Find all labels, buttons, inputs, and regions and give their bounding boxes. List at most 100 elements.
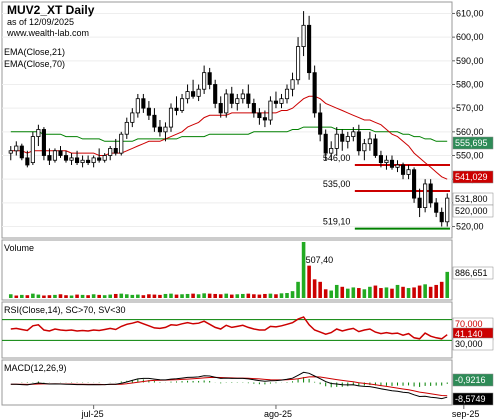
volume-bar	[252, 294, 256, 298]
volume-bar	[36, 294, 41, 298]
candle-body	[329, 148, 334, 154]
volume-bars: 507,40	[8, 242, 450, 298]
volume-bar	[20, 294, 24, 298]
candle-body	[367, 138, 372, 145]
volume-bar	[86, 295, 90, 298]
candle-body	[185, 91, 190, 100]
volume-bar	[14, 295, 19, 298]
candle-body	[108, 148, 113, 156]
volume-bar	[119, 293, 124, 298]
candle-body	[47, 155, 52, 161]
candle-body	[124, 121, 129, 135]
volume-bar	[357, 288, 361, 298]
candle-body	[362, 143, 367, 152]
badge-rsi-lower-box	[452, 337, 494, 351]
volume-bar	[323, 289, 328, 298]
candle-body	[8, 150, 13, 154]
volume-bar	[439, 281, 444, 298]
candle-body	[434, 202, 439, 213]
volume-bar	[31, 293, 35, 298]
volume-bar	[263, 293, 267, 298]
candle-body	[213, 84, 218, 104]
legend-ema21: EMA(Close,21)	[4, 47, 65, 57]
price-ema-lines	[10, 95, 448, 180]
volume-bar	[246, 293, 251, 298]
badge-rsi-value: 41,140	[455, 329, 483, 339]
volume-bar	[75, 294, 79, 298]
candle-body	[417, 197, 422, 208]
macd-panel-frame	[1, 359, 453, 406]
price-y-tick-label: 560,00	[456, 127, 484, 137]
volume-bar	[307, 265, 311, 298]
volume-bar	[268, 293, 273, 298]
volume-bar	[174, 294, 179, 298]
price-y-tick-label: 590,00	[456, 56, 484, 66]
volume-bar	[207, 293, 212, 298]
volume-bar	[141, 295, 146, 298]
price-y-tick-label: 610,00	[456, 8, 484, 18]
volume-bar	[213, 293, 217, 298]
volume-bar	[25, 295, 30, 298]
volume-bar	[345, 288, 350, 298]
volume-bar	[196, 294, 201, 298]
rsi-title: RSI(Close,14), SC>70, SV<30	[4, 305, 126, 315]
badge-ema21: 541,029	[455, 172, 488, 182]
volume-bar	[97, 294, 101, 298]
candle-body	[179, 98, 185, 111]
volume-bar	[53, 294, 57, 298]
chart-subtitle: as of 12/09/2025	[7, 17, 74, 27]
price-y-tick-label: 580,00	[456, 79, 484, 89]
volume-bar	[329, 290, 334, 298]
candle-body	[301, 24, 306, 48]
volume-bar	[401, 286, 405, 298]
volume-bar	[147, 294, 151, 298]
badge-low: 520,000	[455, 206, 488, 216]
candle-body	[102, 155, 107, 161]
candle-body	[251, 103, 256, 114]
volume-bar	[351, 287, 356, 298]
level-label: 535,00	[323, 179, 351, 189]
candle-body	[423, 183, 428, 208]
volume-bar	[91, 294, 96, 298]
volume-bar	[368, 286, 372, 298]
volume-bar	[395, 284, 400, 298]
volume-bar	[218, 294, 223, 298]
x-tick-label: jul-25	[81, 409, 104, 419]
badge-volume: 886,651	[455, 268, 488, 278]
rsi-panel: RSI(Close,14), SC>70, SV<30 70,00041,140…	[1, 301, 494, 359]
candle-body	[146, 107, 151, 116]
volume-title: Volume	[4, 243, 34, 253]
volume-badges: 886,651	[452, 266, 494, 280]
candle-body	[202, 72, 207, 90]
candle-body	[52, 150, 58, 161]
candle-body	[312, 72, 317, 114]
badge-macd-signal: -0,9216	[455, 375, 486, 385]
candle-body	[290, 79, 295, 90]
price-badges: 555,695 541,029 531,800 520,000	[452, 136, 494, 218]
price-candles	[8, 11, 450, 227]
level-label: 519,10	[323, 217, 351, 227]
candle-body	[389, 159, 395, 168]
candle-body	[445, 197, 450, 223]
volume-bar	[158, 294, 162, 298]
volume-bar	[80, 294, 85, 298]
volume-bar	[445, 271, 450, 298]
volume-bar	[8, 294, 13, 298]
candle-body	[307, 24, 312, 74]
candle-body	[25, 157, 30, 166]
candle-body	[207, 72, 212, 85]
candle-body	[345, 136, 350, 142]
volume-bar	[373, 285, 378, 298]
volume-bar	[296, 281, 300, 298]
candle-body	[439, 211, 444, 223]
candle-body	[113, 148, 118, 154]
volume-bar	[285, 293, 289, 298]
volume-bar	[180, 294, 184, 298]
volume-panel-frame	[1, 239, 453, 301]
candle-body	[356, 131, 361, 152]
volume-bar	[390, 288, 394, 298]
volume-bar	[312, 279, 317, 298]
volume-bar	[202, 293, 206, 298]
